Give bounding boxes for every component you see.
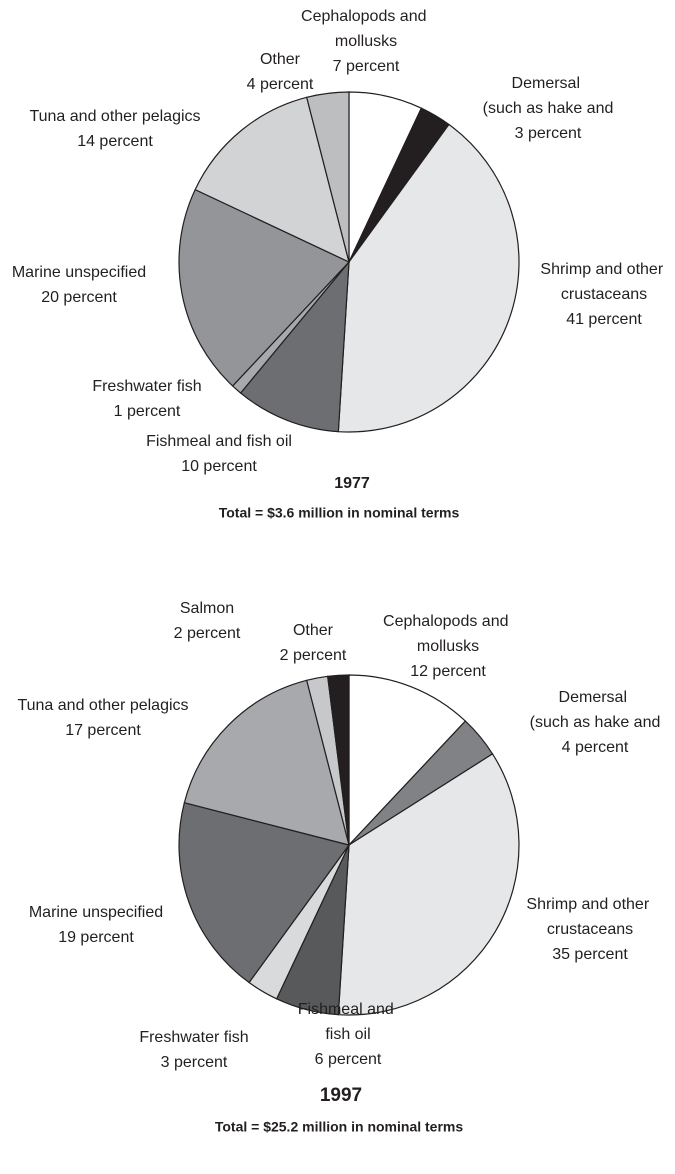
slice-label: Shrimp and other crustaceans: [540, 261, 667, 303]
label-line: crustaceans: [561, 286, 647, 303]
label-line: Salmon: [180, 600, 234, 617]
value-label: 6 percent: [315, 1051, 382, 1068]
value-label: 14 percent: [77, 133, 153, 150]
label-line: Tuna and other pelagics: [17, 697, 188, 714]
label-line: (such as hake and: [530, 714, 661, 731]
slice-label: Marine unspecified: [29, 904, 163, 921]
value-label: 10 percent: [181, 458, 257, 475]
label-line: mollusks: [417, 638, 479, 655]
slice-label: Tuna and other pelagics: [29, 108, 200, 125]
label-line: crustaceans: [547, 921, 633, 938]
value-label: 17 percent: [65, 722, 141, 739]
value-label: 19 percent: [58, 929, 134, 946]
label-line: fish oil: [325, 1026, 370, 1043]
slice-label: Cephalopods and mollusks: [383, 613, 513, 655]
chart-title: 1977: [334, 475, 370, 492]
slice-label: Other: [293, 622, 334, 639]
label-line: Fishmeal and fish oil: [146, 433, 292, 450]
pie-slice: [194, 96, 350, 264]
label-line: (such as hake and: [483, 100, 614, 117]
slice-label: Freshwater fish: [92, 378, 201, 395]
label-line: Shrimp and other: [526, 896, 653, 913]
pie-slice: [305, 91, 350, 263]
label-line: Tuna and other pelagics: [29, 108, 200, 125]
value-label: 41 percent: [566, 311, 642, 328]
value-label: 12 percent: [410, 663, 486, 680]
label-line: mollusks: [335, 33, 397, 50]
pie-slice: [337, 753, 520, 1016]
value-label: 3 percent: [161, 1054, 228, 1071]
label-line: Shrimp and other: [540, 261, 667, 278]
slice-label: Other: [260, 51, 301, 68]
slice-label: Salmon: [180, 600, 234, 617]
slice-label: Freshwater fish: [139, 1029, 248, 1046]
pie-slice: [178, 188, 351, 387]
pie-slice: [327, 674, 350, 846]
pie-slice: [178, 801, 351, 984]
chart-subtitle: Total = $25.2 million in nominal terms: [215, 1119, 464, 1135]
label-line: Cephalopods and: [301, 8, 431, 25]
label-line: Marine unspecified: [12, 264, 146, 281]
label-line: Demersal: [559, 689, 632, 706]
pie-slice: [337, 123, 520, 433]
slice-label: Demersal (such as hake and: [483, 75, 614, 117]
chart-title: 1997: [320, 1085, 362, 1106]
value-label: 1 percent: [114, 403, 181, 420]
slice-label: Tuna and other pelagics: [17, 697, 188, 714]
slice-label: Marine unspecified: [12, 264, 146, 281]
value-label: 2 percent: [280, 647, 347, 664]
value-label: 3 percent: [515, 125, 582, 142]
slice-label: Fishmeal and fish oil: [298, 1001, 399, 1043]
slice-label: Demersal (such as hake and: [530, 689, 661, 731]
label-line: Marine unspecified: [29, 904, 163, 921]
label-line: Fishmeal and: [298, 1001, 399, 1018]
label-line: Freshwater fish: [139, 1029, 248, 1046]
slice-label: Cephalopods and mollusks: [301, 8, 431, 50]
label-line: Freshwater fish: [92, 378, 201, 395]
value-label: 20 percent: [41, 289, 117, 306]
chart-subtitle: Total = $3.6 million in nominal terms: [219, 505, 460, 521]
pie-slice: [239, 260, 350, 433]
slice-label: Shrimp and other crustaceans: [526, 896, 653, 938]
label-line: Demersal: [512, 75, 585, 92]
value-label: 4 percent: [562, 739, 629, 756]
value-label: 7 percent: [333, 58, 400, 75]
value-label: 4 percent: [247, 76, 314, 93]
pie-slice: [183, 679, 350, 846]
pie-slice: [348, 674, 467, 847]
value-label: 35 percent: [552, 946, 628, 963]
value-label: 2 percent: [174, 625, 241, 642]
label-line: Cephalopods and: [383, 613, 513, 630]
slice-label: Fishmeal and fish oil: [146, 433, 292, 450]
label-line: Other: [260, 51, 301, 68]
label-line: Other: [293, 622, 334, 639]
